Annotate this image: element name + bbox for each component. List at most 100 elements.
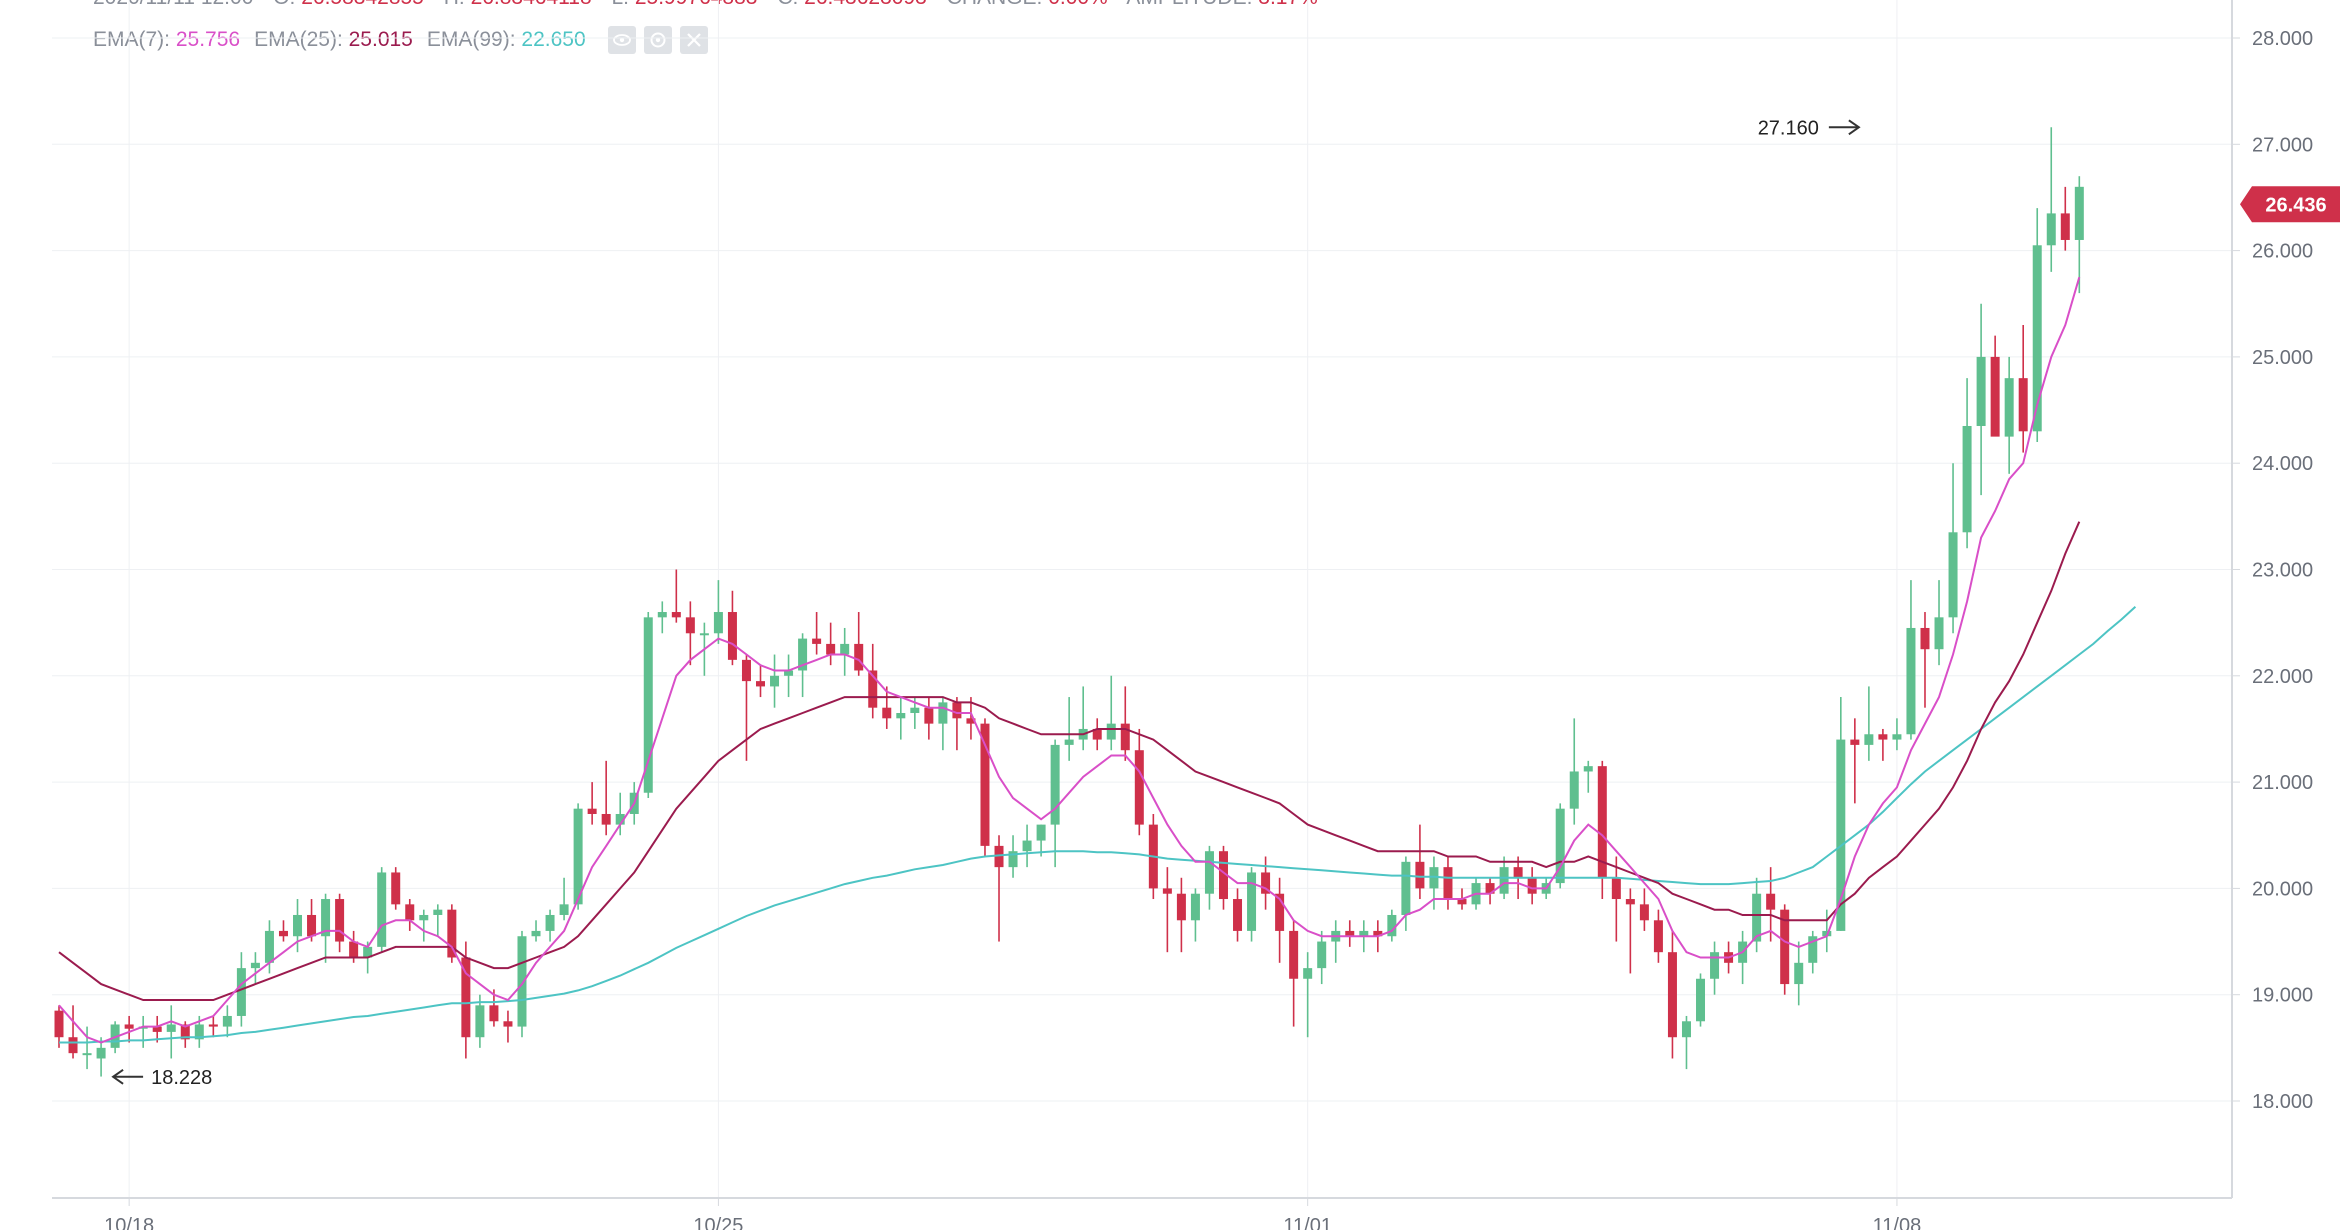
candle [531,920,541,942]
candle-body [1555,808,1565,884]
candle [96,1037,106,1077]
y-tick-label: 28.000 [2252,28,2313,50]
candle-body [1766,893,1776,910]
candle-body [910,707,920,714]
candle-body [194,1024,204,1040]
candle [278,920,288,942]
candle-body [685,617,695,634]
close-icon[interactable] [679,26,708,54]
candle [335,893,345,953]
candle [1766,867,1776,942]
candle-body [1625,899,1635,905]
candle [1990,335,2000,437]
candle [1485,877,1495,905]
candle-body [1064,739,1074,745]
candle-body [1218,851,1228,900]
candle [671,569,681,623]
candle-body [1934,617,1944,650]
x-tick-label: 10/25 [693,1215,743,1230]
candle-body [531,930,541,937]
candle [433,904,443,937]
candle-body [1696,978,1706,1022]
candle [812,612,822,655]
ohlc-amplitude-label: AMPLITUDE: [1126,0,1252,9]
candle [1289,920,1299,1027]
candle-body [615,813,625,825]
candle-body [1050,744,1060,825]
candle-body [1261,872,1271,894]
ohlc-readout: 2020/11/11 12:00 O: 26.58342855 H: 26.83… [93,0,1332,10]
candle [1583,760,1593,793]
candle-body [2060,213,2070,240]
candle-body [1204,851,1214,894]
candle [1976,303,1986,496]
candle [1050,739,1060,868]
ema25-value: 25.015 [348,28,413,51]
candle [166,1005,176,1059]
ema7-value: 25.756 [175,28,241,51]
current-price-tag: 26.436 [2240,186,2340,223]
candle-body [1864,734,1874,745]
candle [1681,1015,1691,1070]
candle-body [293,914,303,937]
candle-body [1317,941,1327,969]
candle [1162,867,1172,953]
candle-body [405,904,415,921]
candle-body [1162,888,1172,894]
candle-body [1275,893,1285,931]
candle-body [1639,904,1649,921]
candle [657,601,667,634]
candle-body [1976,356,1986,426]
ema99-label: EMA(99): [426,28,516,51]
candle [461,941,471,1059]
candle-body [1780,909,1790,985]
candle [475,994,485,1048]
y-tick-label: 23.000 [2252,560,2313,582]
candle [573,803,583,910]
candle-body [1499,867,1509,894]
candle-body [278,930,288,937]
candle-body [587,808,597,814]
candle [1569,718,1579,825]
candle [405,899,415,931]
candle-body [489,1005,499,1022]
candle [2018,325,2028,453]
candle [1008,835,1018,878]
candle-body [180,1024,190,1040]
candle [1555,803,1565,889]
candle-body [1176,893,1186,921]
candle [1696,973,1706,1027]
candle-body [236,968,246,1016]
candle-body [1233,899,1243,931]
candle [1836,697,1846,931]
candle-body [96,1047,106,1059]
candle-body [447,909,457,958]
candle [924,697,934,740]
candle [1667,930,1677,1059]
candle [321,893,331,963]
candle-body [2046,213,2056,246]
current-price-label: 26.436 [2265,194,2326,216]
y-tick-label: 25.000 [2252,347,2313,369]
ohlc-low-value: 25.99764883 [635,0,758,9]
candle-body [1667,952,1677,1038]
ema7-line [58,276,2081,1044]
candle [1808,930,1818,974]
candle-body [1443,867,1453,900]
candle [1387,909,1397,942]
candle [503,1010,513,1043]
eye-icon[interactable] [607,26,636,54]
settings-icon[interactable] [643,26,672,54]
candle-body [882,707,892,719]
ohlc-amplitude-value: 3.17% [1258,0,1318,9]
candle-body [321,899,331,937]
candle [1906,580,1916,740]
y-tick-label: 18.000 [2252,1091,2313,1113]
candle-body [966,718,976,724]
candle [685,601,695,666]
candle-body [1948,532,1958,618]
candle-body [1401,861,1411,915]
candle-body [1134,750,1144,825]
candle [307,899,317,942]
